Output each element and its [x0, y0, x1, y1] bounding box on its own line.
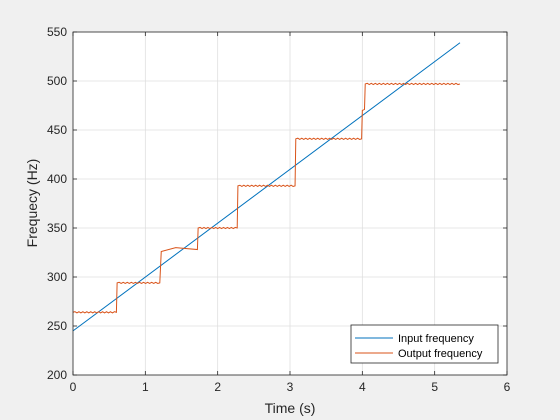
legend-label-input-frequency: Input frequency [398, 333, 474, 345]
y-tick-label: 450 [47, 123, 67, 137]
series-layer [72, 42, 461, 332]
y-tick-label: 200 [47, 368, 67, 382]
y-tick-label: 250 [47, 319, 67, 333]
x-tick-label: 3 [287, 380, 294, 394]
x-tick-label: 5 [431, 380, 438, 394]
y-tick-label: 500 [47, 74, 67, 88]
y-tick-label: 550 [47, 25, 67, 39]
series-line-output-frequency [72, 82, 461, 314]
legend-label-output-frequency: Output frequency [398, 348, 483, 360]
y-tick-label: 350 [47, 221, 67, 235]
legend-box [350, 324, 499, 364]
legend: Input frequency Output frequency [350, 324, 499, 364]
x-tick-label: 0 [70, 380, 77, 394]
y-tick-label: 400 [47, 172, 67, 186]
y-axis-label: Frequecy (Hz) [24, 159, 40, 248]
y-tick-label: 300 [47, 270, 67, 284]
x-tick-label: 2 [214, 380, 221, 394]
x-tick-label: 1 [142, 380, 149, 394]
x-tick-label: 4 [359, 380, 366, 394]
ticks: 0 1 2 3 4 5 6 200 250 300 350 400 450 500 550 [47, 25, 511, 394]
x-axis-label: Time (s) [265, 400, 316, 416]
x-tick-label: 6 [504, 380, 511, 394]
